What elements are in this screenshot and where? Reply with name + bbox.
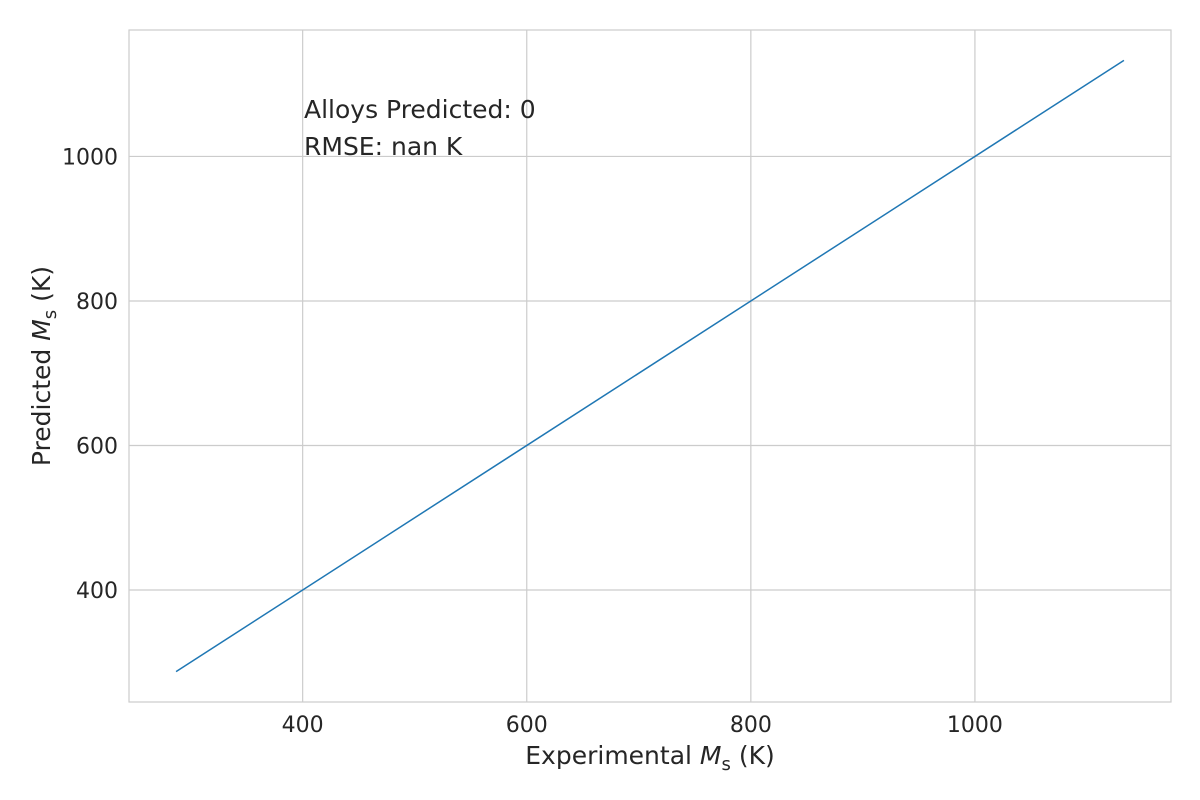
x-tick-labels: 400 600 800 1000 [282,713,1003,738]
x-axis-label-symbol: M [700,741,722,770]
y-axis-label: Predicted Ms (K) [27,266,61,466]
x-axis-label: Experimental Ms (K) [525,741,775,775]
y-tick-label: 1000 [62,145,118,170]
annotation-rmse: RMSE: nan K [304,132,463,161]
x-tick-label: 1000 [947,713,1003,738]
series-line [175,59,1125,673]
x-axis-label-subscript: s [722,754,731,775]
x-tick-label: 800 [730,713,772,738]
y-axis-label-symbol: M [27,319,56,341]
x-tick-label: 600 [506,713,548,738]
plot-series [175,59,1125,673]
plot-frame [128,29,1172,703]
y-tick-label: 600 [76,434,118,459]
x-tick-label: 400 [282,713,324,738]
y-axis-label-prefix: Predicted [27,341,56,466]
annotation-alloys-predicted: Alloys Predicted: 0 [304,95,536,124]
y-axis-label-subscript: s [40,310,61,319]
y-tick-label: 800 [76,290,118,315]
y-tick-label: 400 [76,579,118,604]
x-axis-label-prefix: Experimental [525,741,700,770]
y-tick-labels: 400 600 800 1000 [62,145,118,604]
y-axis-label-suffix: (K) [27,266,56,310]
x-axis-label-suffix: (K) [731,741,775,770]
